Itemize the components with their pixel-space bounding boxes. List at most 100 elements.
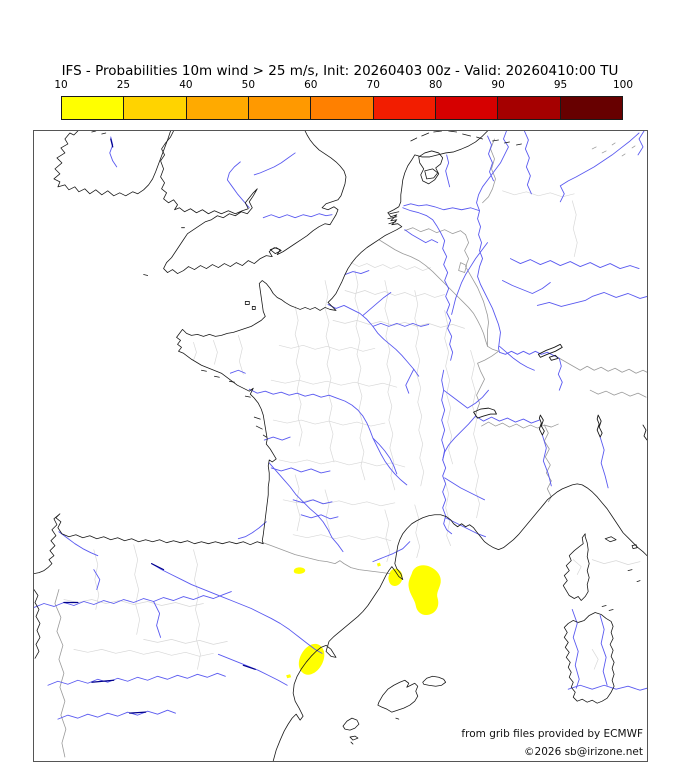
colorbar: [61, 96, 623, 120]
reservoirs-path: [129, 711, 147, 714]
rivers-path: [403, 203, 480, 212]
coastlines-path: [424, 168, 439, 180]
reservoirs-path: [242, 664, 256, 670]
probability-areas-path: [298, 643, 325, 675]
rivers-path: [502, 280, 551, 294]
coastlines-path: [377, 679, 419, 713]
credit-ecmwf-text: from grib files provided by ECMWF: [461, 728, 643, 740]
rivers-path: [405, 368, 415, 394]
department-borders-path: [572, 559, 582, 575]
colorbar-segment: [248, 97, 312, 119]
rivers-path: [442, 415, 477, 535]
colorbar-segment: [186, 97, 249, 119]
lakes-path: [538, 414, 545, 436]
colorbar-tick-label: 25: [116, 79, 131, 91]
rivers-path: [58, 531, 99, 557]
coastlines-path: [53, 131, 171, 197]
colorbar-segment: [62, 97, 125, 119]
rivers-path: [292, 499, 333, 505]
country-borders-path: [404, 227, 466, 236]
layer-country-borders: [54, 138, 647, 758]
rivers-path: [475, 415, 540, 424]
department-borders-path: [73, 649, 214, 657]
country-borders-path: [558, 357, 647, 374]
coastlines-path: [418, 150, 444, 185]
coastlines-path: [387, 211, 400, 225]
colorbar-tick-label: 70: [366, 79, 380, 91]
lakes-path: [473, 407, 497, 419]
department-borders-path: [278, 344, 376, 352]
department-borders-path: [133, 544, 141, 635]
department-borders-path: [444, 310, 453, 465]
reservoirs-path: [151, 563, 165, 571]
coastlines-path: [562, 533, 590, 601]
credit-copyright-text: ©2026 sb@irizone.net: [524, 746, 643, 758]
coastlines-path: [272, 483, 647, 761]
department-borders-path: [444, 479, 451, 547]
rivers-path: [536, 292, 647, 307]
country-borders-path: [475, 350, 499, 417]
rivers-path: [441, 369, 446, 461]
rivers-path: [262, 213, 333, 219]
department-borders-path: [93, 549, 100, 610]
country-borders-path: [54, 589, 67, 758]
coastlines-path: [342, 717, 360, 745]
country-borders-path: [482, 138, 496, 204]
colorbar-tick-label: 90: [491, 79, 505, 91]
layer-rivers: [34, 131, 647, 720]
colorbar-tick-label: 60: [304, 79, 318, 91]
rivers-path: [93, 569, 101, 590]
department-borders-path: [354, 270, 366, 481]
lakes-path: [596, 414, 603, 438]
country-borders-path: [458, 262, 467, 273]
department-borders-path: [143, 639, 228, 645]
rivers-path: [229, 369, 246, 374]
department-borders-path: [470, 349, 480, 519]
probability-areas-path: [376, 562, 381, 567]
department-borders-path: [591, 649, 599, 670]
department-borders-path: [350, 262, 432, 271]
country-borders-path: [378, 239, 499, 352]
department-borders-path: [294, 474, 301, 532]
colorbar-tick-label: 50: [241, 79, 256, 91]
country-borders-path: [543, 424, 552, 503]
rivers-path: [559, 132, 640, 203]
department-borders-path: [384, 280, 396, 491]
colorbar-segment: [373, 97, 436, 119]
layer-coastlines: [34, 131, 647, 761]
coastlines-path: [395, 717, 400, 720]
rivers-path: [509, 258, 640, 270]
rivers-path: [270, 467, 331, 474]
rivers-path: [344, 270, 370, 275]
rivers-path: [327, 304, 420, 377]
rivers-path: [637, 131, 645, 156]
rivers-path: [226, 161, 250, 209]
rivers-path: [444, 477, 485, 501]
rivers-path: [476, 131, 563, 391]
rivers-path: [372, 541, 411, 563]
probability-areas-path: [293, 567, 306, 574]
rivers-path: [445, 154, 451, 188]
rivers-path: [402, 207, 454, 361]
reservoirs-path: [110, 138, 114, 148]
colorbar-tick-label: 40: [179, 79, 193, 91]
rivers-path: [571, 609, 580, 689]
rivers-path: [263, 436, 291, 441]
department-borders-path: [571, 200, 578, 257]
department-borders-path: [282, 499, 396, 507]
department-borders-path: [384, 509, 391, 562]
country-borders-path: [481, 421, 559, 429]
rivers-path: [443, 389, 489, 409]
coastlines-path: [34, 589, 41, 659]
colorbar-segment: [124, 97, 187, 119]
rivers-path: [34, 591, 232, 608]
coastlines-path: [160, 131, 347, 274]
rivers-path: [57, 709, 176, 720]
page-title: IFS - Probabilities 10m wind > 25 m/s, I…: [61, 63, 619, 79]
colorbar-segment: [560, 97, 622, 119]
rivers-path: [362, 292, 392, 316]
coastlines-path: [563, 612, 615, 704]
department-borders-path: [292, 534, 392, 542]
rivers-path: [567, 684, 647, 691]
